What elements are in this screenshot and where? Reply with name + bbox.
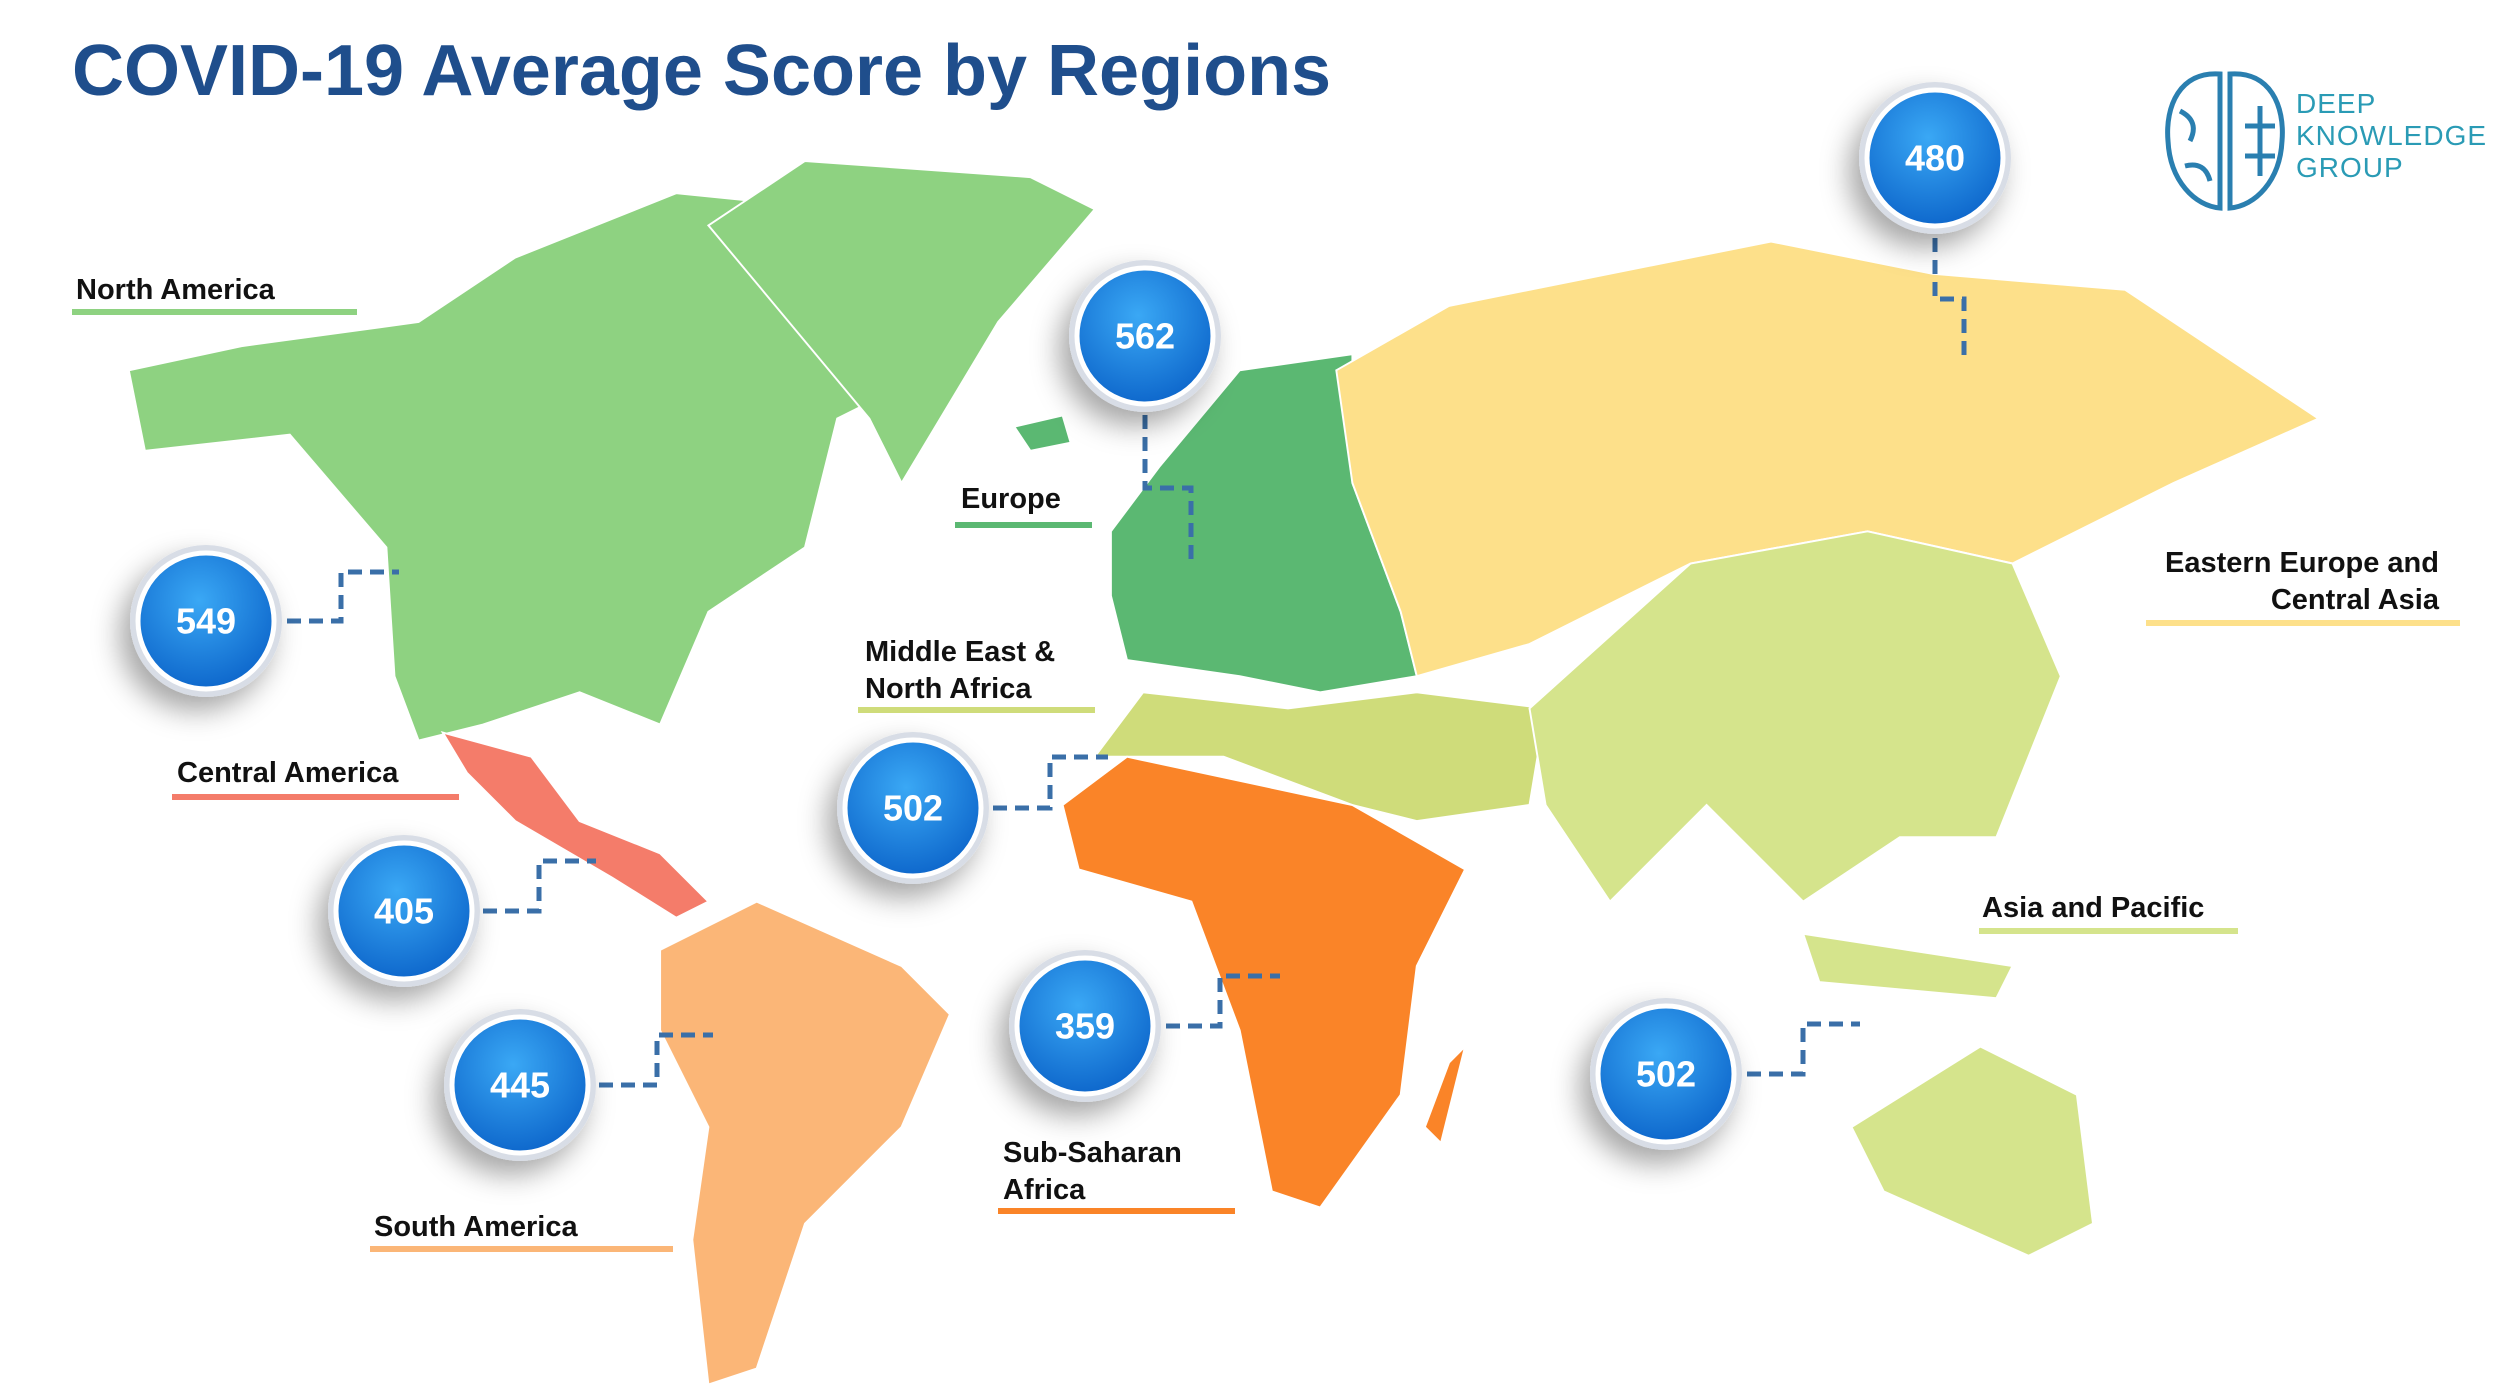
connector <box>1142 415 1194 564</box>
region-shape <box>440 730 711 919</box>
region-underline <box>858 707 1095 713</box>
region-label: North America <box>76 274 275 306</box>
region-label: Europe <box>961 483 1061 515</box>
connector <box>599 1032 713 1088</box>
region-label: South America <box>374 1211 578 1243</box>
score-marker: 480 <box>1859 82 2011 234</box>
connectors <box>287 238 1967 1088</box>
connector <box>1166 973 1280 1029</box>
region-shape <box>1528 530 2062 904</box>
continents <box>127 160 2321 1386</box>
region-underline <box>1979 928 2238 934</box>
score-ball <box>1864 87 2006 229</box>
region-label: Middle East & North Africa <box>865 636 1056 705</box>
region-shape <box>659 900 952 1386</box>
score-marker: 562 <box>1069 260 1221 412</box>
score-marker: 445 <box>444 1009 596 1161</box>
score-label: 359 <box>1055 1006 1115 1047</box>
region-shape <box>1850 1045 2095 1257</box>
connector <box>1747 1021 1860 1077</box>
region-label: Central America <box>177 757 399 789</box>
region-shape <box>1423 1043 1467 1145</box>
region-shape <box>1335 240 2321 678</box>
region-underline <box>955 522 1092 528</box>
region-shape <box>706 160 1097 486</box>
score-label: 502 <box>1636 1054 1696 1095</box>
region-underline <box>72 309 357 315</box>
score-ball <box>1074 265 1216 407</box>
logo-text: GROUP <box>2296 152 2404 183</box>
region-underline <box>998 1208 1235 1214</box>
score-label: 480 <box>1905 138 1965 179</box>
logo-text: DEEP <box>2296 88 2377 119</box>
region-label: Asia and Pacific <box>1982 892 2205 924</box>
score-marker: 502 <box>1590 998 1742 1150</box>
score-ball <box>1014 955 1156 1097</box>
region-shape <box>1012 414 1072 452</box>
score-markers: 549 405 445 562 480 502 359 502 <box>130 82 2011 1161</box>
connector <box>483 858 596 914</box>
score-label: 549 <box>176 601 236 642</box>
region-shape <box>127 192 903 742</box>
score-ball <box>449 1014 591 1156</box>
score-marker: 405 <box>328 835 480 987</box>
score-marker: 359 <box>1009 950 1161 1102</box>
score-ball <box>333 840 475 982</box>
connector <box>287 569 399 624</box>
region-label: Eastern Europe and Central Asia <box>2165 547 2439 616</box>
score-label: 562 <box>1115 316 1175 357</box>
region-underline <box>370 1246 673 1252</box>
connector <box>993 754 1108 811</box>
score-label: 405 <box>374 891 434 932</box>
logo-text: KNOWLEDGE <box>2296 120 2488 151</box>
score-ball <box>135 550 277 692</box>
region-shape <box>1801 932 2014 1000</box>
region-shape <box>1061 755 1467 1209</box>
region-label: Sub-Saharan Africa <box>1003 1137 1182 1206</box>
score-label: 445 <box>490 1065 550 1106</box>
connector <box>1932 238 1967 362</box>
region-underline <box>172 794 459 800</box>
logo-brain <box>2165 71 2285 211</box>
score-marker: 549 <box>130 545 282 697</box>
score-ball <box>842 737 984 879</box>
score-label: 502 <box>883 788 943 829</box>
title: COVID-19 Average Score by Regions <box>72 31 1332 111</box>
score-ball <box>1595 1003 1737 1145</box>
region-underline <box>2146 620 2460 626</box>
score-marker: 502 <box>837 732 989 884</box>
